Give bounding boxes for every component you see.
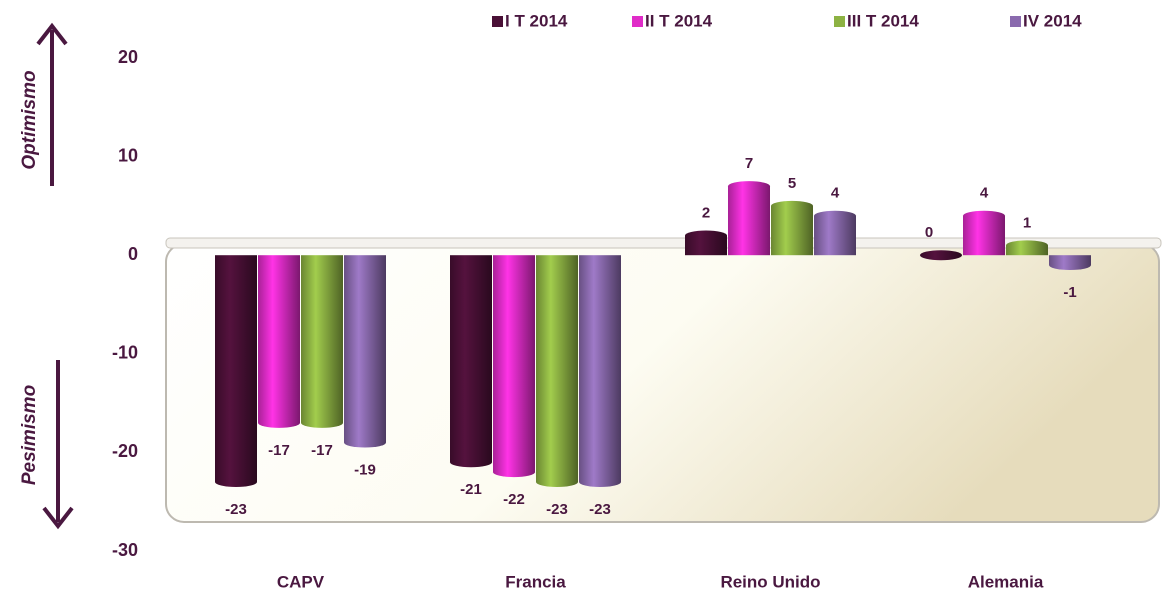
bar-cap — [1006, 240, 1048, 251]
legend-label: II T 2014 — [645, 11, 713, 30]
bar-cap — [301, 417, 343, 428]
bar-cap — [493, 467, 535, 478]
legend-swatch — [492, 16, 503, 27]
x-tick-label: Francia — [505, 572, 566, 591]
bar — [301, 255, 343, 423]
bar — [344, 255, 386, 443]
data-label: -23 — [546, 501, 568, 518]
data-label: 4 — [980, 185, 989, 202]
bar-cap — [536, 476, 578, 487]
bar-cap — [685, 230, 727, 241]
pessimism-arrow — [42, 360, 74, 530]
legend-label: IV 2014 — [1023, 11, 1082, 30]
x-tick-label: CAPV — [277, 572, 325, 591]
legend-label: III T 2014 — [847, 11, 919, 30]
bar — [814, 215, 856, 256]
data-label: -21 — [460, 481, 482, 498]
y-tick-label: -30 — [112, 540, 138, 560]
x-tick-label: Reino Unido — [720, 572, 820, 591]
y-tick-label: -20 — [112, 441, 138, 461]
bar-cap — [814, 210, 856, 221]
legend-swatch — [834, 16, 845, 27]
y-tick-label: 10 — [118, 145, 138, 165]
x-tick-label: Alemania — [968, 572, 1044, 591]
data-label: -1 — [1063, 284, 1076, 301]
legend-label: I T 2014 — [505, 11, 568, 30]
bar — [450, 255, 492, 463]
bar — [536, 255, 578, 482]
annotation: Pesimismo — [19, 385, 40, 485]
data-label: -17 — [268, 442, 290, 459]
data-label: -23 — [225, 501, 247, 518]
bar-cap — [344, 437, 386, 448]
data-label: 1 — [1023, 214, 1031, 231]
y-tick-label: 0 — [128, 244, 138, 264]
bar — [258, 255, 300, 423]
legend-swatch — [1010, 16, 1021, 27]
data-label: 5 — [788, 175, 796, 192]
bar — [579, 255, 621, 482]
bar-cap — [450, 457, 492, 468]
bar-cap — [258, 417, 300, 428]
annotation: Optimismo — [19, 70, 40, 169]
data-label: 0 — [925, 224, 933, 241]
legend-swatch — [632, 16, 643, 27]
data-label: -17 — [311, 442, 333, 459]
data-label: -22 — [503, 491, 525, 508]
zero-plane — [165, 237, 1162, 249]
bar — [963, 215, 1005, 256]
optimism-arrow — [36, 22, 68, 186]
bar — [728, 186, 770, 256]
bar-cap — [1049, 260, 1091, 271]
data-label: -23 — [589, 501, 611, 518]
bar-cap — [215, 476, 257, 487]
y-tick-label: 20 — [118, 47, 138, 67]
data-label: 4 — [831, 185, 840, 202]
bar-cap — [771, 200, 813, 211]
data-label: 7 — [745, 155, 753, 172]
data-label: -19 — [354, 462, 376, 479]
bar — [493, 255, 535, 473]
bar — [685, 235, 727, 256]
y-tick-label: -10 — [112, 343, 138, 363]
data-label: 2 — [702, 204, 710, 221]
bar — [215, 255, 257, 482]
bar-cap — [963, 210, 1005, 221]
bar-cap — [920, 250, 962, 261]
bar-cap — [579, 476, 621, 487]
bar-cap — [728, 181, 770, 192]
bar — [771, 205, 813, 256]
